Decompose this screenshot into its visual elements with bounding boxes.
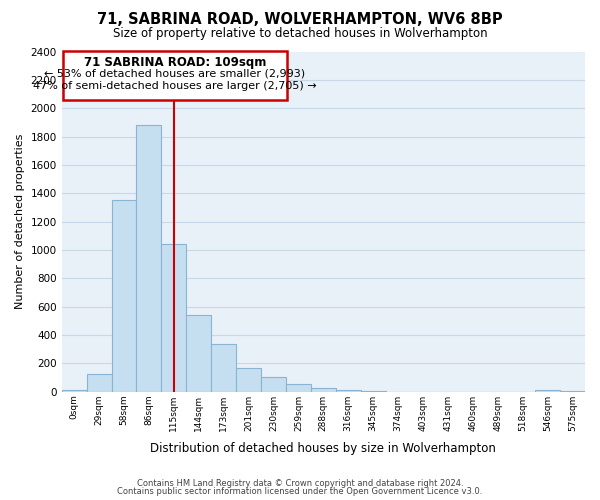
Bar xyxy=(286,384,311,392)
Bar xyxy=(86,374,112,392)
Bar xyxy=(361,391,386,392)
Text: 47% of semi-detached houses are larger (2,705) →: 47% of semi-detached houses are larger (… xyxy=(33,82,317,92)
Text: ← 53% of detached houses are smaller (2,993): ← 53% of detached houses are smaller (2,… xyxy=(44,68,305,78)
Bar xyxy=(161,244,186,392)
Text: Size of property relative to detached houses in Wolverhampton: Size of property relative to detached ho… xyxy=(113,28,487,40)
FancyBboxPatch shape xyxy=(63,52,287,100)
X-axis label: Distribution of detached houses by size in Wolverhampton: Distribution of detached houses by size … xyxy=(151,442,496,455)
Text: Contains public sector information licensed under the Open Government Licence v3: Contains public sector information licen… xyxy=(118,487,482,496)
Bar xyxy=(136,125,161,392)
Bar xyxy=(211,344,236,392)
Text: 71, SABRINA ROAD, WOLVERHAMPTON, WV6 8BP: 71, SABRINA ROAD, WOLVERHAMPTON, WV6 8BP xyxy=(97,12,503,28)
Bar xyxy=(62,390,86,392)
Text: Contains HM Land Registry data © Crown copyright and database right 2024.: Contains HM Land Registry data © Crown c… xyxy=(137,478,463,488)
Bar xyxy=(560,390,585,392)
Text: 71 SABRINA ROAD: 109sqm: 71 SABRINA ROAD: 109sqm xyxy=(84,56,266,69)
Bar xyxy=(311,388,336,392)
Y-axis label: Number of detached properties: Number of detached properties xyxy=(15,134,25,310)
Bar xyxy=(112,200,136,392)
Bar xyxy=(336,390,361,392)
Bar xyxy=(186,315,211,392)
Bar xyxy=(236,368,261,392)
Bar xyxy=(535,390,560,392)
Bar xyxy=(261,377,286,392)
